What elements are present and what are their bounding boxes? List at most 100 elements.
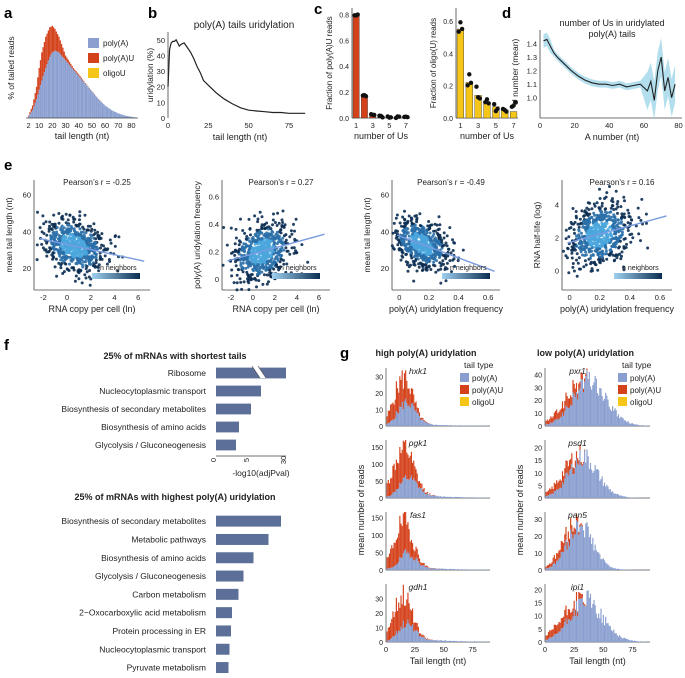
x-tick-label: 80 bbox=[127, 121, 135, 130]
polyA-bar bbox=[442, 640, 444, 642]
polyA-bar bbox=[403, 627, 406, 642]
gene-point bbox=[571, 245, 575, 249]
gene-label: hxk1 bbox=[409, 366, 427, 376]
polyA-bar bbox=[451, 496, 453, 498]
polyA-bar bbox=[579, 527, 581, 570]
polyA-bar bbox=[405, 549, 407, 570]
y-tick-label: 0.4 bbox=[443, 51, 453, 58]
polyA-bar bbox=[431, 568, 433, 570]
x-tick-label: 0.4 bbox=[453, 293, 463, 302]
polyA-bar bbox=[601, 476, 603, 498]
polyA-bar bbox=[394, 565, 396, 570]
gene-point bbox=[425, 228, 428, 232]
polyAU-bar bbox=[550, 489, 552, 495]
gene-point bbox=[103, 254, 107, 258]
polyA-bar bbox=[29, 114, 31, 118]
gene-point bbox=[253, 242, 257, 246]
polyAU-bar bbox=[572, 467, 574, 475]
polyAU-bar bbox=[551, 417, 553, 423]
polyA-bar bbox=[421, 637, 423, 642]
polyA-bar bbox=[417, 413, 419, 426]
polyAU-bar bbox=[407, 592, 409, 620]
polyAU-bar bbox=[556, 625, 558, 635]
polyAU-bar bbox=[427, 566, 429, 568]
gene-point bbox=[410, 256, 414, 260]
gene-point bbox=[577, 246, 581, 250]
replicate-point bbox=[355, 12, 360, 17]
legend-label: poly(A) bbox=[630, 374, 656, 383]
polyAU-bar bbox=[546, 635, 548, 640]
gene-point bbox=[258, 269, 262, 273]
polyAU-bar bbox=[421, 562, 423, 566]
polyA-bar bbox=[406, 623, 408, 642]
gene-point bbox=[433, 239, 437, 242]
polyA-bar bbox=[564, 622, 566, 642]
y-tick-label: 0.8 bbox=[339, 12, 349, 19]
polyA-bar bbox=[53, 51, 55, 118]
gene-point bbox=[617, 245, 621, 249]
polyA-bar bbox=[556, 634, 558, 642]
gene-point bbox=[601, 223, 605, 227]
gene-point bbox=[70, 245, 74, 249]
polyA-bar bbox=[465, 641, 467, 642]
polyA-bar bbox=[418, 487, 421, 498]
gene-point bbox=[423, 247, 427, 250]
gene-point bbox=[272, 260, 276, 264]
polyA-bar bbox=[609, 489, 611, 498]
gene-point bbox=[290, 246, 294, 250]
polyAU-bar bbox=[76, 72, 79, 75]
gene-point bbox=[72, 217, 76, 221]
polyA-bar bbox=[571, 534, 573, 570]
polyA-bar bbox=[445, 425, 447, 426]
polyA-bar bbox=[453, 425, 455, 426]
gene-point bbox=[64, 212, 68, 216]
gene-point bbox=[261, 282, 265, 286]
polyA-bar bbox=[551, 566, 553, 570]
polyAU-bar bbox=[580, 523, 582, 526]
gene-point bbox=[610, 235, 614, 239]
gene-point bbox=[81, 240, 85, 244]
polyA-bar bbox=[451, 640, 453, 642]
polyAU-bar bbox=[545, 566, 547, 569]
polyAU-bar bbox=[577, 516, 579, 522]
x-tick-label: 60 bbox=[101, 121, 109, 130]
polyA-bar bbox=[462, 497, 464, 498]
gene-point bbox=[70, 227, 74, 230]
gene-point bbox=[64, 229, 68, 232]
gene-point bbox=[583, 238, 586, 242]
replicate-point bbox=[459, 26, 465, 32]
y-tick-label: 0.2 bbox=[209, 248, 219, 257]
gene-point bbox=[451, 249, 455, 252]
gene-point bbox=[78, 210, 82, 214]
polyA-bar bbox=[554, 419, 557, 426]
polyAU-bar bbox=[420, 418, 422, 421]
polyAU-bar bbox=[429, 567, 431, 569]
polyA-bar bbox=[620, 495, 622, 498]
gene-point bbox=[614, 232, 617, 236]
polyA-bar bbox=[585, 523, 587, 570]
polyA-bar bbox=[466, 569, 468, 570]
gene-point bbox=[72, 220, 76, 224]
polyAU-bar bbox=[407, 521, 409, 552]
y-tick-label: 0 bbox=[379, 496, 383, 503]
polyAU-bar bbox=[417, 481, 419, 488]
gene-point bbox=[583, 241, 587, 245]
legend-swatch bbox=[618, 385, 627, 394]
gene-point bbox=[67, 250, 71, 254]
polyAU-bar bbox=[571, 525, 573, 535]
polyA-bar bbox=[447, 425, 449, 426]
polyA-bar bbox=[565, 618, 567, 642]
gene-point bbox=[268, 266, 272, 270]
gene-point bbox=[57, 221, 61, 225]
polyAU-bar bbox=[557, 624, 559, 634]
gene-point bbox=[393, 231, 397, 234]
polyA-bar bbox=[556, 560, 558, 570]
gene-point bbox=[627, 211, 631, 215]
polyA-bar bbox=[408, 623, 410, 642]
polyA-bar bbox=[395, 630, 397, 642]
gene-point bbox=[294, 217, 298, 221]
gene-point bbox=[54, 242, 58, 246]
x-tick-label: 0.2 bbox=[594, 293, 604, 302]
enrichment-bar bbox=[216, 515, 281, 527]
